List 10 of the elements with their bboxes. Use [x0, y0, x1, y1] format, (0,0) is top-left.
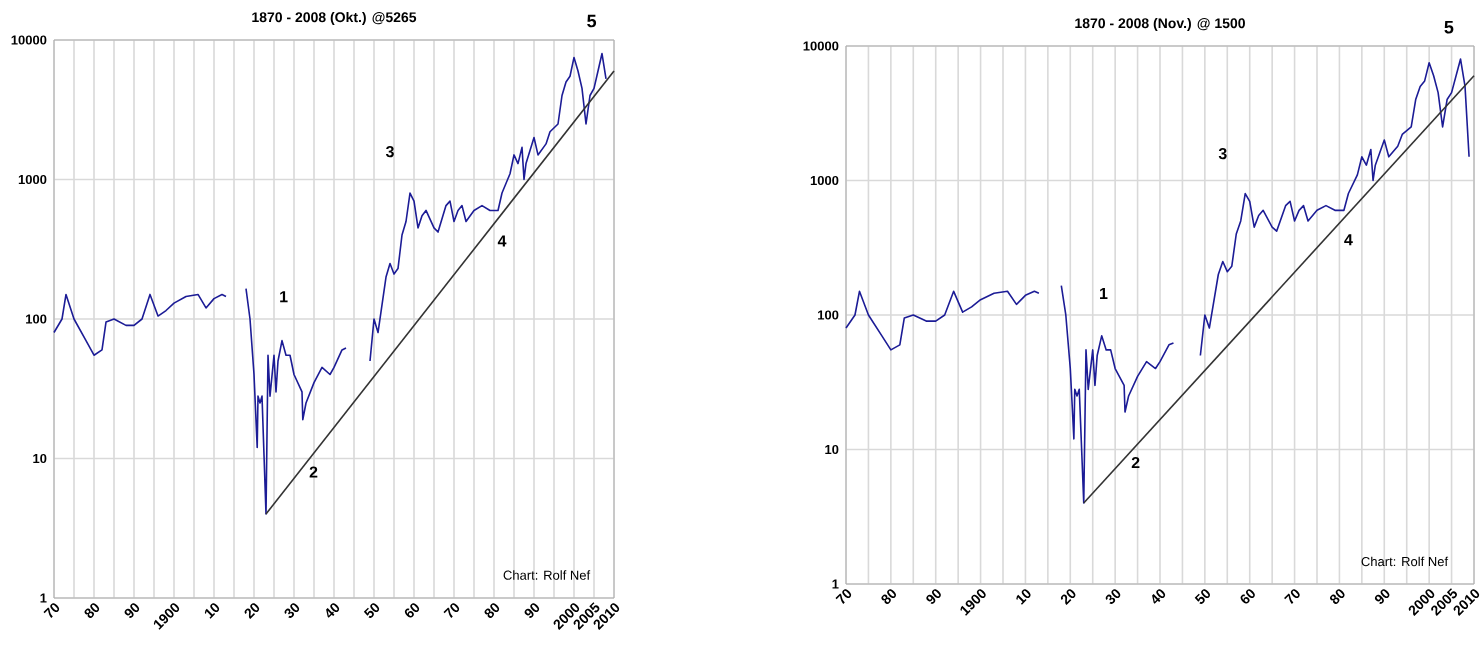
- annotation: 4: [497, 235, 507, 247]
- annotation: 1: [1100, 287, 1108, 299]
- annotation: 2: [309, 466, 318, 478]
- annotation: 3: [385, 145, 394, 158]
- annotation: 2: [1131, 456, 1140, 469]
- text: 5: [587, 14, 597, 28]
- text: 5: [1444, 20, 1454, 34]
- annotation: 1: [280, 291, 288, 303]
- annotation: 3: [1218, 147, 1227, 160]
- annotation: 4: [1344, 234, 1353, 246]
